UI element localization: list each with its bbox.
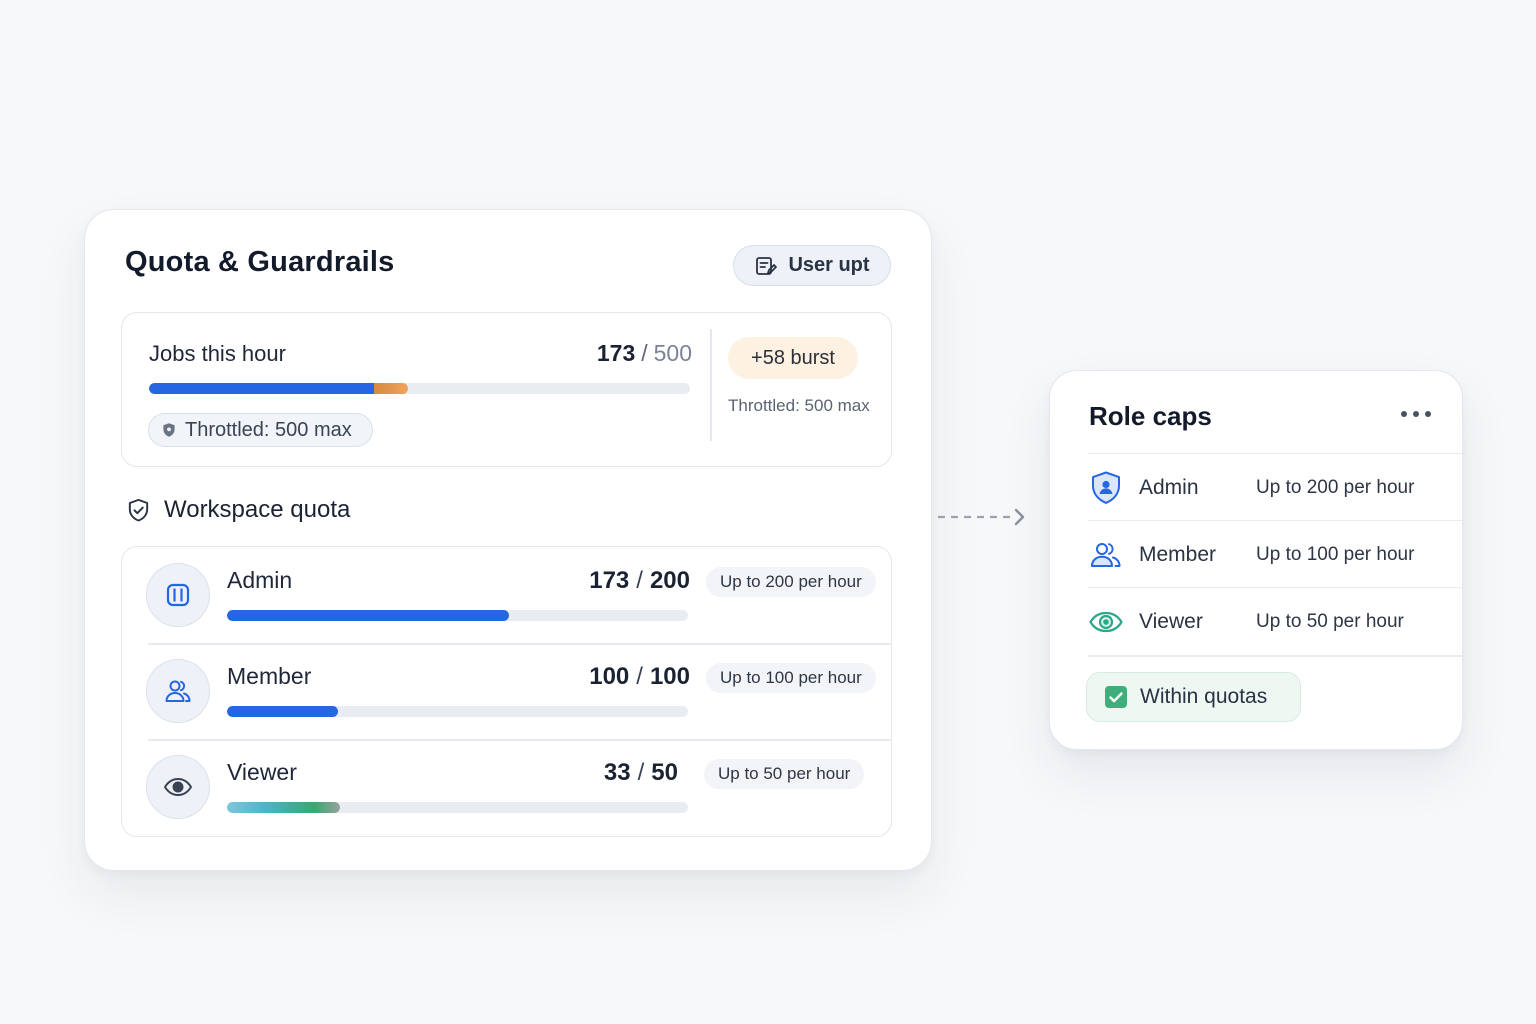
role-row-viewer: Viewer Up to 50 per hour xyxy=(1088,587,1462,654)
row-used: 173 xyxy=(589,567,630,594)
within-quotas-status: Within quotas xyxy=(1086,672,1301,722)
workspace-quota-header: Workspace quota xyxy=(125,496,350,524)
role-cap: Up to 200 per hour xyxy=(1256,477,1415,498)
role-caps-divider xyxy=(1088,655,1462,657)
workspace-row-progress-bar xyxy=(227,706,688,717)
jobs-count: 173/500 xyxy=(562,340,692,367)
checkbox-checked-icon xyxy=(1105,686,1127,708)
shield-check-icon xyxy=(128,498,149,521)
jobs-label: Jobs this hour xyxy=(149,341,286,366)
workspace-row-progress-bar xyxy=(227,802,688,813)
workspace-row-name: Admin xyxy=(227,567,293,593)
row-separator: / xyxy=(636,663,643,690)
row-max: 100 xyxy=(649,663,690,690)
more-horizontal-icon[interactable] xyxy=(1398,405,1434,423)
role-row-member: Member Up to 100 per hour xyxy=(1088,520,1462,587)
role-caps-title: Role caps xyxy=(1089,401,1212,431)
workspace-row-cap-pill: Up to 200 per hour xyxy=(706,567,876,597)
row-max: 200 xyxy=(649,567,690,594)
workspace-row-progress-fill xyxy=(227,610,510,621)
workspace-row-progress-fill xyxy=(227,706,338,717)
workspace-row-member: Member 100/100 Up to 100 per hour xyxy=(122,643,891,739)
row-separator: / xyxy=(637,759,645,786)
user-update-button[interactable]: User upt xyxy=(733,245,891,286)
workspace-row-count: 100/100 xyxy=(542,663,690,691)
within-quotas-label: Within quotas xyxy=(1140,685,1268,708)
admin-avatar xyxy=(146,563,210,627)
workspace-row-count: 173/200 xyxy=(542,567,690,595)
workspace-row-name: Member xyxy=(227,663,312,689)
viewer-avatar xyxy=(146,755,210,819)
role-row-admin: Admin Up to 200 per hour xyxy=(1088,453,1462,520)
card-title: Quota & Guardrails xyxy=(125,246,395,278)
burst-badge: +58 burst xyxy=(728,337,858,379)
workspace-row-cap-pill: Up to 100 per hour xyxy=(706,663,876,693)
workspace-quota-title: Workspace quota xyxy=(164,496,351,523)
role-cap: Up to 100 per hour xyxy=(1256,544,1415,565)
dashed-arrow-connector xyxy=(938,508,1025,526)
role-name: Admin xyxy=(1139,476,1199,499)
jobs-progress-fill xyxy=(149,383,375,394)
workspace-quota-panel: Admin 173/200 Up to 200 per hour xyxy=(121,546,892,837)
role-caps-card: Role caps Admin Up to 200 per hour Membe… xyxy=(1049,370,1463,750)
row-separator: / xyxy=(636,567,643,594)
quota-guardrails-card: Quota & Guardrails User upt Jobs this ho… xyxy=(84,209,932,871)
jobs-separator: / xyxy=(641,340,648,366)
row-used: 33 xyxy=(603,759,631,786)
tablet-icon xyxy=(166,583,190,607)
role-name: Viewer xyxy=(1139,610,1203,633)
jobs-max: 500 xyxy=(653,340,692,366)
jobs-burst-fill xyxy=(374,383,408,394)
row-max: 50 xyxy=(651,759,678,786)
shield-icon xyxy=(163,423,175,437)
throttle-pill: Throttled: 500 max xyxy=(148,413,373,447)
member-avatar xyxy=(146,659,210,723)
edit-list-icon xyxy=(756,256,778,275)
users-icon xyxy=(165,680,191,702)
user-update-label: User upt xyxy=(788,254,870,276)
jobs-progress-bar xyxy=(149,383,690,394)
jobs-divider xyxy=(710,329,712,441)
workspace-row-viewer: Viewer 33/50 Up to 50 per hour xyxy=(122,739,891,835)
workspace-row-cap-pill: Up to 50 per hour xyxy=(704,759,865,789)
workspace-row-count: 33/50 xyxy=(530,759,678,787)
throttle-pill-label: Throttled: 500 max xyxy=(185,418,352,441)
jobs-panel: Jobs this hour 173/500 Throttled: 500 ma… xyxy=(121,312,892,467)
workspace-row-progress-fill xyxy=(227,802,340,813)
users-icon xyxy=(1091,543,1121,567)
shield-user-icon xyxy=(1092,471,1120,504)
eye-icon xyxy=(164,778,192,796)
workspace-row-progress-bar xyxy=(227,610,688,621)
jobs-used: 173 xyxy=(596,340,636,366)
row-used: 100 xyxy=(589,663,630,690)
role-cap: Up to 50 per hour xyxy=(1256,611,1404,632)
workspace-row-name: Viewer xyxy=(227,759,297,785)
eye-icon xyxy=(1089,611,1123,633)
burst-note: Throttled: 500 max xyxy=(728,396,870,415)
workspace-row-admin: Admin 173/200 Up to 200 per hour xyxy=(122,547,891,643)
role-name: Member xyxy=(1139,543,1217,566)
